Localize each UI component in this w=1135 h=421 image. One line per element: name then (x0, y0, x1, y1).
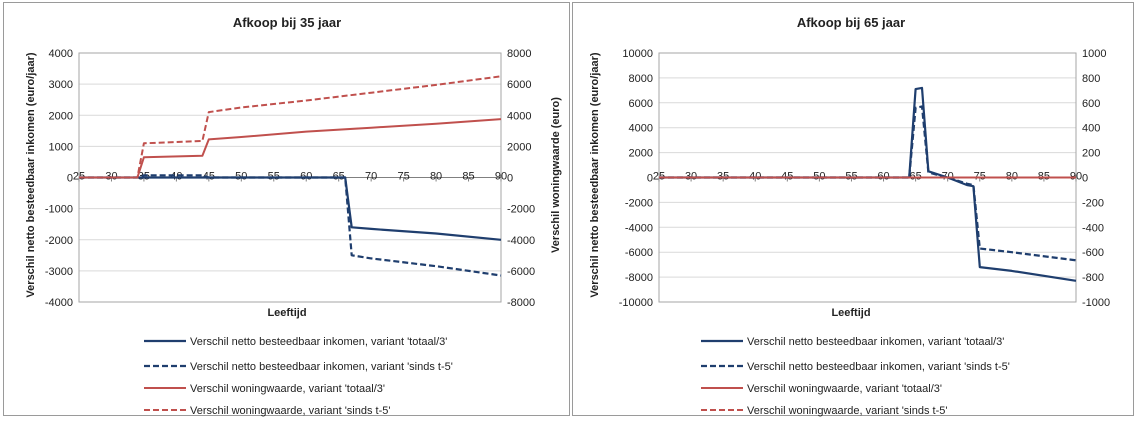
y-tick-label-right: 0 (1082, 173, 1088, 185)
y-tick-label-left: 3000 (49, 79, 73, 91)
legend-item: Verschil woningwaarde, variant 'sinds t-… (701, 405, 947, 417)
y-tick-label-right: -400 (1082, 222, 1104, 234)
y-tick-label-right: 2000 (507, 141, 531, 153)
y-tick-label-right: 400 (1082, 123, 1100, 135)
legend-item: Verschil woningwaarde, variant 'sinds t-… (144, 405, 390, 417)
y-tick-label-left: 10000 (622, 48, 653, 60)
y-tick-label-left: -10000 (619, 297, 653, 309)
y-tick-label-left: 1000 (49, 141, 73, 153)
plot-area: 1000080006000400020000-2000-4000-6000-80… (619, 48, 1110, 309)
y-tick-label-right: -1000 (1082, 297, 1110, 309)
y-tick-label-right: 0 (507, 173, 513, 185)
chart-svg-afkoop-35: 40003000200010000-1000-2000-3000-4000800… (25, 15, 562, 417)
chart-panel-afkoop-35: 4000 3000 2000 1000 0 -1000 -2000 -3000 -4000 800… (3, 2, 570, 417)
legend: Verschil netto besteedbaar inkomen, vari… (144, 336, 453, 417)
x-tick-label: 70 (365, 171, 377, 183)
y-tick-label-left: -4000 (625, 222, 653, 234)
plot-area: 40003000200010000-1000-2000-3000-4000800… (45, 48, 535, 309)
legend-label: Verschil woningwaarde, variant 'totaal/3… (190, 383, 385, 395)
left-axis-title: Verschil netto besteedbaar inkomen (euro… (25, 52, 37, 297)
right-axis-title: Verschil woningwaarde (euro) (550, 97, 562, 253)
y-tick-label-right: 6000 (507, 79, 531, 91)
legend-label: Verschil netto besteedbaar inkomen, vari… (747, 336, 1004, 348)
y-tick-label-right: 1000 (1082, 48, 1106, 60)
legend-item: Verschil netto besteedbaar inkomen, vari… (701, 336, 1004, 348)
y-tick-label-left: -2000 (45, 235, 73, 247)
y-tick-label-left: 2000 (629, 148, 653, 160)
legend-item: Verschil woningwaarde, variant 'totaal/3… (701, 383, 942, 395)
legend-label: Verschil netto besteedbaar inkomen, vari… (190, 361, 453, 373)
legend-item: Verschil netto besteedbaar inkomen, vari… (701, 361, 1010, 373)
y-tick-label-right: -4000 (507, 235, 535, 247)
chart-svg-afkoop-65: 1000080006000400020000-2000-4000-6000-80… (589, 15, 1110, 417)
y-tick-label-left: -8000 (625, 272, 653, 284)
legend-item: Verschil netto besteedbaar inkomen, vari… (144, 336, 447, 348)
y-tick-label-right: -6000 (507, 266, 535, 278)
x-axis-title: Leeftijd (267, 307, 306, 319)
y-tick-label-right: -800 (1082, 272, 1104, 284)
y-tick-label-left: -1000 (45, 204, 73, 216)
x-axis-title: Leeftijd (831, 307, 870, 319)
y-tick-label-right: 600 (1082, 98, 1100, 110)
y-tick-label-left: 0 (647, 173, 653, 185)
x-tick-label: 80 (430, 171, 442, 183)
legend-label: Verschil netto besteedbaar inkomen, vari… (190, 336, 447, 348)
legend-item: Verschil netto besteedbaar inkomen, vari… (144, 361, 453, 373)
y-tick-label-left: -6000 (625, 247, 653, 259)
y-tick-label-right: 4000 (507, 110, 531, 122)
legend-item: Verschil woningwaarde, variant 'totaal/3… (144, 383, 385, 395)
y-tick-label-right: 200 (1082, 148, 1100, 160)
y-tick-label-left: 2000 (49, 110, 73, 122)
series-line (79, 174, 502, 277)
chart-panel-afkoop-65: 10000 8000 6000 4000 2000 0 -2000 -4000 -6000 -80… (572, 2, 1134, 417)
y-tick-label-left: 6000 (629, 98, 653, 110)
x-tick-label: 85 (462, 171, 474, 183)
series-line (79, 75, 502, 179)
y-tick-label-left: 8000 (629, 73, 653, 85)
y-tick-label-left: -4000 (45, 297, 73, 309)
y-tick-label-right: -600 (1082, 247, 1104, 259)
legend-label: Verschil woningwaarde, variant 'totaal/3… (747, 383, 942, 395)
y-tick-label-left: 4000 (49, 48, 73, 60)
y-tick-label-right: -200 (1082, 197, 1104, 209)
x-tick-label: 90 (495, 171, 507, 183)
legend-label: Verschil woningwaarde, variant 'sinds t-… (190, 405, 390, 417)
x-tick-label: 75 (397, 171, 409, 183)
left-axis-title: Verschil netto besteedbaar inkomen (euro… (589, 52, 601, 297)
y-tick-label-left: -2000 (625, 197, 653, 209)
legend: Verschil netto besteedbaar inkomen, vari… (701, 336, 1010, 417)
y-tick-label-right: -2000 (507, 204, 535, 216)
series-line (659, 105, 1077, 262)
series-line (79, 118, 502, 179)
y-tick-label-left: 0 (67, 173, 73, 185)
y-tick-label-left: 4000 (629, 123, 653, 135)
legend-label: Verschil woningwaarde, variant 'sinds t-… (747, 405, 947, 417)
chart-title: Afkoop bij 35 jaar (233, 15, 341, 30)
legend-label: Verschil netto besteedbaar inkomen, vari… (747, 361, 1010, 373)
y-tick-label-left: -3000 (45, 266, 73, 278)
y-tick-label-right: 8000 (507, 48, 531, 60)
y-tick-label-right: 800 (1082, 73, 1100, 85)
chart-title: Afkoop bij 65 jaar (797, 15, 905, 30)
y-tick-label-right: -8000 (507, 297, 535, 309)
